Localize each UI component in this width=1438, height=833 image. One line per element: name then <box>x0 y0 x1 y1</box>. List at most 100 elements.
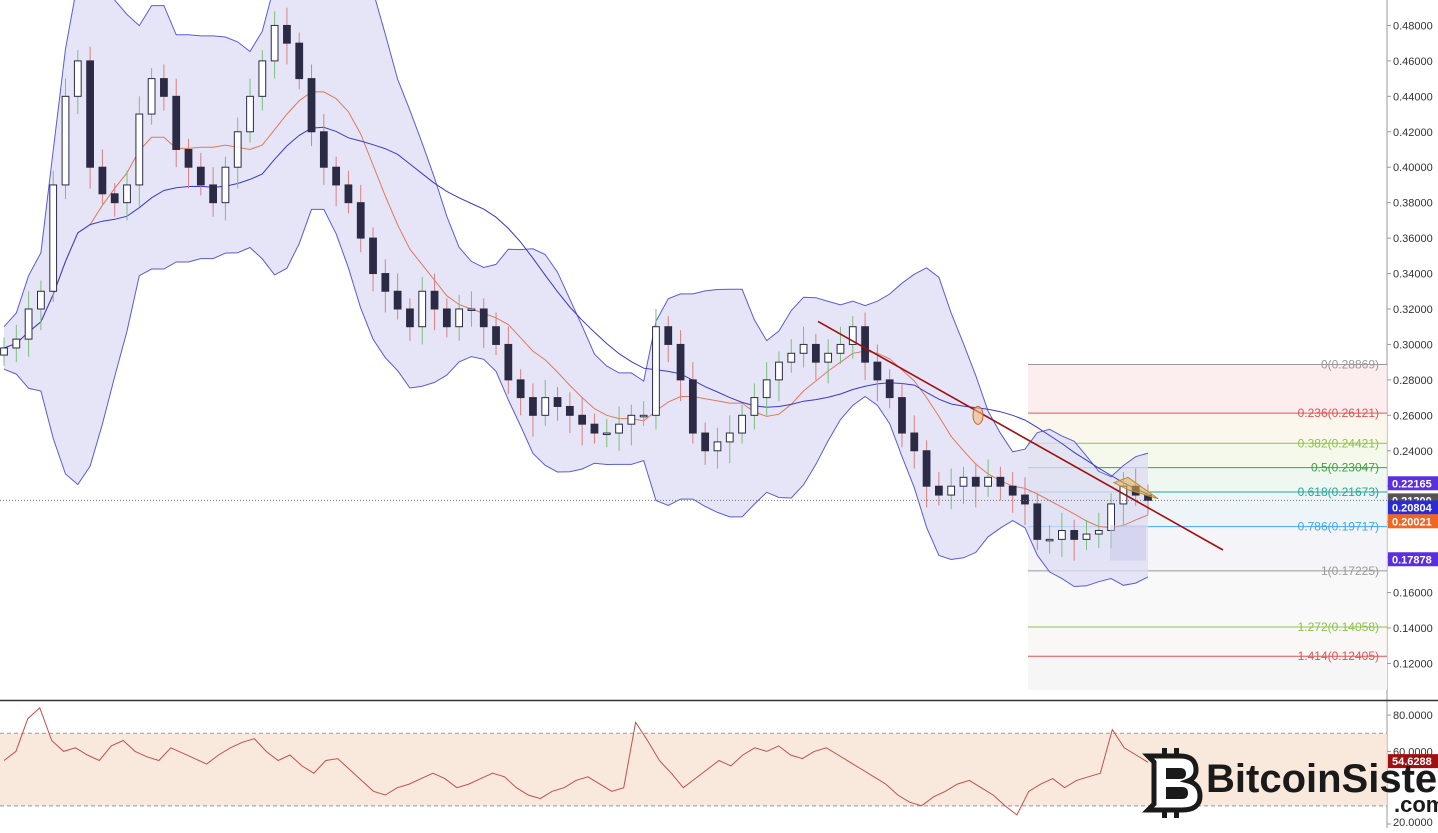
price-tick-label: 0.42000 <box>1393 127 1433 139</box>
candle-up <box>1094 530 1103 535</box>
candle-down <box>283 24 291 44</box>
candle-down <box>406 308 414 328</box>
fib-level-label: 1.272(0.14058) <box>1298 620 1379 634</box>
candle-up <box>467 308 476 311</box>
price-tag-label: 0.20021 <box>1392 516 1432 528</box>
candle-up <box>836 343 845 354</box>
price-tick-label: 0.48000 <box>1393 20 1433 32</box>
candle-up <box>246 95 254 133</box>
candle-up <box>258 60 267 97</box>
candle-up <box>713 441 722 452</box>
candle-down <box>319 131 328 168</box>
candle-down <box>578 414 587 425</box>
pennant-marker <box>1112 476 1159 500</box>
candle-up <box>848 326 857 345</box>
price-tick-label: 0.46000 <box>1393 56 1433 68</box>
candle-down <box>344 184 353 204</box>
price-tag <box>1388 514 1438 529</box>
candle-down <box>369 237 377 275</box>
candle-up <box>61 95 70 186</box>
price-tick-label: 0.26000 <box>1393 410 1433 422</box>
candle-up <box>615 423 623 434</box>
fib-level-label: 1(0.17225) <box>1321 564 1379 578</box>
bollinger-lower-line <box>3 208 1149 588</box>
candle-down <box>86 60 94 168</box>
fib-zone-band <box>1028 364 1387 414</box>
candle-down <box>184 148 193 168</box>
candle-up <box>725 432 734 443</box>
rsi-line <box>3 706 1149 816</box>
candle-up <box>12 338 21 349</box>
fib-level-label: 0.5(0.23047) <box>1311 461 1379 475</box>
price-tick-label: 0.38000 <box>1393 198 1433 210</box>
candle-down <box>873 361 882 381</box>
candle-up <box>959 476 968 487</box>
candle-up <box>947 485 956 496</box>
candle-up <box>49 184 58 292</box>
downtrend-line <box>817 320 1224 551</box>
price-tag-label: 0.17878 <box>1392 554 1432 566</box>
candle-up <box>135 113 144 186</box>
candle-up <box>233 131 242 168</box>
candle-up <box>455 308 464 328</box>
fib-level-label: 1.414(0.12405) <box>1298 649 1379 663</box>
fib-level-label: 0.786(0.19717) <box>1298 520 1379 534</box>
bollinger-fill <box>4 0 1148 587</box>
price-tag <box>1388 476 1438 491</box>
candle-down <box>861 326 869 363</box>
candle-up <box>541 397 550 416</box>
candle-down <box>688 379 697 434</box>
candle-up <box>0 347 8 356</box>
candle-up <box>738 414 746 434</box>
candle-down <box>529 397 537 416</box>
candle-down <box>971 476 980 487</box>
candle-up <box>73 60 82 97</box>
price-tick-label: 0.32000 <box>1393 304 1433 316</box>
price-tick-label: 0.44000 <box>1393 91 1433 103</box>
price-tick-label: 0.28000 <box>1393 375 1433 387</box>
candle-up <box>639 414 648 418</box>
candle-down <box>381 273 390 292</box>
price-tick-label: 0.30000 <box>1393 339 1433 351</box>
watermark-suffix: .com <box>1394 792 1438 817</box>
rsi-tick-label: 20.0000 <box>1393 817 1433 828</box>
rsi-current-tag <box>1388 754 1438 769</box>
candle-up <box>775 361 783 381</box>
candle-up <box>1082 533 1091 540</box>
watermark-logo: BitcoinSistemi .com <box>1142 748 1438 818</box>
candle-up <box>762 379 771 399</box>
ma-slow-line <box>3 126 1149 495</box>
candle-down <box>1021 494 1029 505</box>
price-tick-label: 0.24000 <box>1393 446 1433 458</box>
candle-down <box>479 308 488 328</box>
bollinger-upper-line <box>3 0 1149 478</box>
moving-averages <box>3 91 1149 529</box>
candle-up <box>602 432 611 436</box>
fib-level-label: 0(0.28869) <box>1321 357 1379 371</box>
candle-down <box>885 379 894 399</box>
candle-up <box>221 166 230 204</box>
trendline <box>817 320 1224 561</box>
candle-up <box>750 397 759 416</box>
price-tick-label: 0.40000 <box>1393 162 1433 174</box>
watermark-brand: BitcoinSistemi <box>1206 757 1438 801</box>
candle-down <box>898 397 906 434</box>
candle-down <box>996 476 1005 487</box>
candle-down <box>553 397 562 407</box>
candle-down <box>590 423 599 434</box>
candle-down <box>1033 503 1042 540</box>
bitcoin-logo-icon <box>1142 748 1203 818</box>
candle-up <box>418 290 427 328</box>
candle-down <box>393 290 402 310</box>
candle-down <box>172 95 181 150</box>
candle-up <box>123 184 131 204</box>
candlesticks <box>0 7 1387 561</box>
price-tag <box>1388 500 1438 515</box>
price-tick-label: 0.16000 <box>1393 588 1433 600</box>
price-tick-label: 0.36000 <box>1393 233 1433 245</box>
candle-up <box>799 343 808 354</box>
candle-down <box>934 485 943 496</box>
